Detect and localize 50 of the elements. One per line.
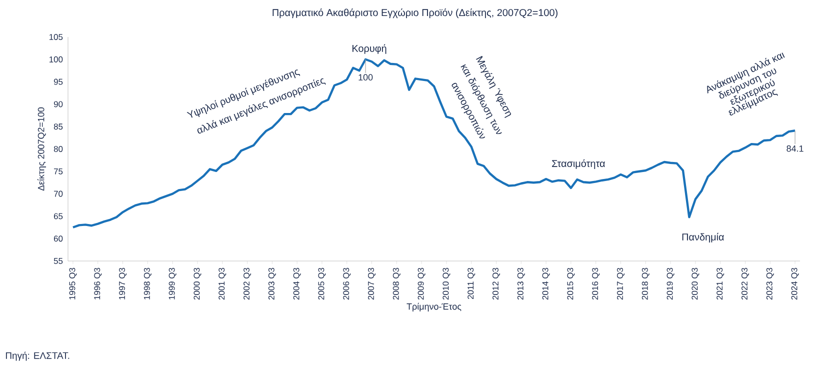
x-tick-label: 2024 Q3 xyxy=(791,268,799,300)
x-tick-label: 2003 Q3 xyxy=(268,268,276,300)
annotation: 84.1 xyxy=(786,145,804,152)
y-tick-label: 70 xyxy=(54,190,63,197)
x-tick-label: 2017 Q3 xyxy=(616,268,624,300)
x-tick-label: 2008 Q3 xyxy=(392,268,400,300)
annotation: Στασιμότητα xyxy=(552,159,605,170)
y-tick-label: 85 xyxy=(54,124,63,130)
x-tick-label: 2013 Q3 xyxy=(517,268,525,300)
y-tick-label: 100 xyxy=(49,56,63,62)
y-tick-label: 80 xyxy=(54,146,63,152)
x-tick-label: 2016 Q3 xyxy=(592,268,600,300)
x-tick-label: 2002 Q3 xyxy=(244,268,252,300)
y-tick-label: 90 xyxy=(54,101,63,108)
x-tick-label: 1998 Q3 xyxy=(144,268,152,300)
x-tick-label: 2019 Q3 xyxy=(666,268,674,300)
x-tick-label: 1997 Q3 xyxy=(119,268,127,300)
x-tick-label: 2011 Q3 xyxy=(468,268,476,299)
y-tick-label: 60 xyxy=(54,236,63,242)
y-tick-label: 75 xyxy=(54,168,63,174)
x-tick-label: 2007 Q3 xyxy=(368,268,376,300)
x-tick-label: 2020 Q3 xyxy=(692,268,700,300)
x-tick-label: 2021 Q3 xyxy=(716,268,724,300)
x-tick-label: 2012 Q3 xyxy=(492,268,500,300)
y-tick-label: 105 xyxy=(49,34,63,40)
x-tick-label: 2018 Q3 xyxy=(642,268,650,300)
x-tick-label: 1996 Q3 xyxy=(94,268,102,300)
x-tick-label: 2022 Q3 xyxy=(741,268,749,300)
x-tick-label: 1999 Q3 xyxy=(168,268,176,300)
x-tick-label: 2014 Q3 xyxy=(542,268,550,300)
chart-title: Πραγματικό Ακαθάριστο Εγχώριο Προϊόν (Δείκτης, 2007Q2=100) xyxy=(272,8,558,18)
annotation: Κορυφή xyxy=(352,44,386,54)
y-axis-title: Δείκτης 2007Q2=100 xyxy=(37,107,46,191)
text: Πηγή: ΕΛΣΤΑΤ. xyxy=(6,352,70,361)
x-tick-label: 2015 Q3 xyxy=(567,268,575,300)
x-axis-title: Τρίμηνο-Έτος xyxy=(406,302,462,312)
x-tick-label: 2004 Q3 xyxy=(293,268,301,300)
x-tick-label: 2005 Q3 xyxy=(318,268,326,300)
y-tick-label: 65 xyxy=(54,213,63,220)
x-tick-label: 1995 Q3 xyxy=(69,268,77,300)
y-tick-label: 55 xyxy=(54,258,63,264)
x-tick-label: 2009 Q3 xyxy=(418,268,426,300)
x-tick-label: 2023 Q3 xyxy=(766,268,774,300)
y-tick-label: 95 xyxy=(54,78,63,85)
x-tick-label: 2001 Q3 xyxy=(218,268,226,300)
annotation: 100 xyxy=(358,74,373,80)
x-tick-label: 2006 Q3 xyxy=(343,268,351,300)
x-tick-label: 2010 Q3 xyxy=(442,268,450,300)
annotation: Πανδημία xyxy=(682,232,724,242)
x-tick-label: 2000 Q3 xyxy=(194,268,202,300)
